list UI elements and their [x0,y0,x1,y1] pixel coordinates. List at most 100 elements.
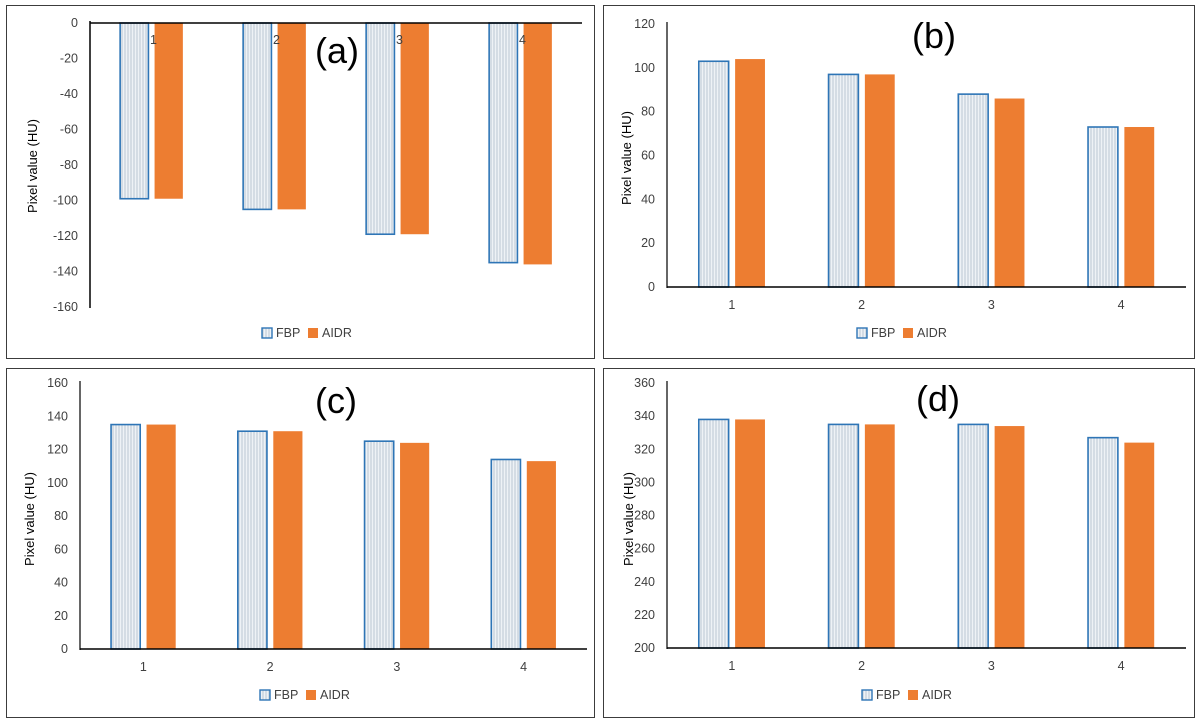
y-tick-label: 0 [648,280,655,294]
y-tick-label: 100 [634,61,655,75]
y-axis-title: Pixel value (HU) [621,472,636,566]
y-tick-label: -120 [53,229,78,243]
x-tick-label: 2 [273,33,280,47]
y-tick-label: 80 [641,105,655,119]
bar-fbp [1087,126,1119,288]
x-tick-label: 1 [728,659,735,673]
legend-swatch-aidr [308,328,318,338]
y-tick-label: -20 [60,52,78,66]
y-tick-label: -40 [60,87,78,101]
bar-aidr [154,23,183,199]
bar-aidr [273,431,303,649]
x-tick-label: 1 [728,298,735,312]
y-tick-label: 40 [54,576,68,590]
x-tick-label: 4 [519,33,526,47]
bar-aidr [526,461,556,649]
chart-panel-c: 0 20 40 60 80 100 120 140 160 Pixel value (HU) 1 2 3… [6,368,595,718]
x-tick-label: 4 [520,660,527,674]
x-tick-label: 1 [140,660,147,674]
bar-fbp [697,60,730,288]
chart-svg: 0 20 40 60 80 100 120 140 160 Pixel value (HU) 1 2 3… [22,376,587,702]
x-tick-label: 3 [393,660,400,674]
legend: FBP AIDR [259,688,350,702]
y-tick-label: 360 [634,376,655,390]
panel-label: (a) [315,30,359,71]
y-tick-label: 120 [47,443,68,457]
y-axis-title: Pixel value (HU) [619,111,634,205]
chart-panel-b: 0 20 40 60 80 100 120 Pixel value (HU) 1 2 3 4 (b) FB… [603,5,1195,359]
panel-label: (c) [315,380,357,421]
y-tick-label: 100 [47,476,68,490]
y-tick-label: -100 [53,194,78,208]
y-axis-title: Pixel value (HU) [22,472,37,566]
x-tick-label: 4 [1118,659,1125,673]
bar-fbp [242,22,273,211]
legend-label-aidr: AIDR [917,326,947,340]
x-tick-label: 3 [988,298,995,312]
chart-panel-a: -160 -140 -120 -100 -80 -60 -40 -20 0 Pixel value… [6,5,595,359]
x-tick-label: 2 [858,659,865,673]
panel-label: (b) [912,15,956,56]
legend-swatch-fbp [861,689,873,701]
y-tick-label: 120 [634,17,655,31]
legend-swatch-aidr [903,328,913,338]
bar-aidr [146,424,176,649]
legend: FBP AIDR [861,688,952,702]
bar-fbp [957,423,989,649]
bar-aidr [523,23,552,265]
bar-aidr [277,23,306,210]
legend-swatch-aidr [306,690,316,700]
y-axis-title: Pixel value (HU) [25,119,40,213]
legend-swatch-aidr [908,690,918,700]
legend-label-fbp: FBP [274,688,298,702]
y-tick-label: 80 [54,509,68,523]
y-tick-label: 200 [634,641,655,655]
x-tick-label: 1 [150,33,157,47]
y-tick-label: 60 [54,542,68,556]
x-tick-label: 2 [267,660,274,674]
bar-fbp [110,423,142,650]
y-tick-label: 0 [61,642,68,656]
bar-aidr [864,74,895,288]
y-tick-label: 320 [634,442,655,456]
bar-fbp [697,418,730,649]
legend-label-aidr: AIDR [320,688,350,702]
legend: FBP AIDR [856,326,947,340]
y-tick-label: 0 [71,16,78,30]
bar-aidr [735,59,765,287]
bar-fbp [957,93,989,288]
y-tick-label: -160 [53,300,78,314]
bar-aidr [864,424,895,648]
bar-aidr [400,23,429,235]
y-tick-label: 340 [634,409,655,423]
bar-aidr [1124,442,1155,648]
legend-label-fbp: FBP [871,326,895,340]
y-tick-label: 240 [634,575,655,589]
y-tick-label: 60 [641,149,655,163]
x-tick-label: 3 [988,659,995,673]
y-tick-label: -140 [53,265,78,279]
bar-fbp [827,73,860,288]
y-tick-label: 20 [54,609,68,623]
bar-aidr [1124,127,1155,287]
legend-swatch-fbp [259,689,271,701]
y-tick-label: -80 [60,158,78,172]
x-tick-label: 3 [396,33,403,47]
bar-fbp [827,423,860,649]
bar-aidr [400,442,430,649]
bar-fbp [119,22,150,200]
y-tick-label: 40 [641,192,655,206]
x-tick-label: 2 [858,298,865,312]
y-tick-label: 260 [634,542,655,556]
legend: FBP AIDR [261,326,352,340]
bar-fbp [365,22,396,236]
chart-svg: 0 20 40 60 80 100 120 Pixel value (HU) 1 2 3 4 (b) FB… [619,15,1186,340]
y-tick-label: 20 [641,236,655,250]
legend-swatch-fbp [856,327,868,339]
bar-fbp [488,22,519,264]
bar-fbp [1087,436,1119,649]
legend-label-aidr: AIDR [922,688,952,702]
y-tick-label: 300 [634,475,655,489]
y-tick-label: 280 [634,509,655,523]
bar-fbp [490,458,522,650]
